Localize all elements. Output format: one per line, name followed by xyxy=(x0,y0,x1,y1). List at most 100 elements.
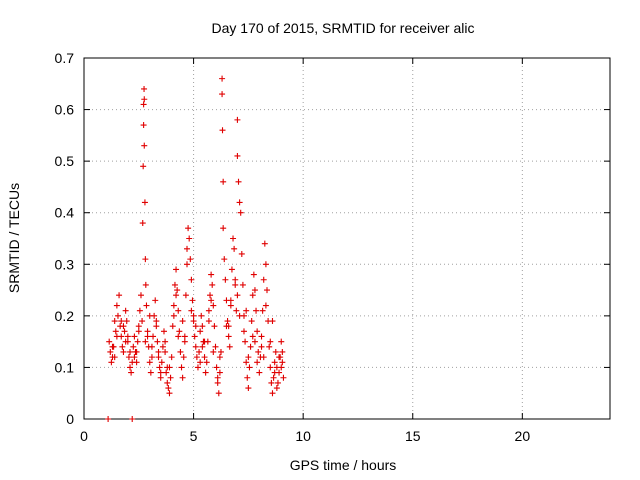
data-point xyxy=(269,318,276,325)
data-point xyxy=(222,276,229,283)
data-point xyxy=(214,379,221,386)
data-point xyxy=(244,374,251,381)
data-point xyxy=(191,333,198,340)
data-point xyxy=(142,338,149,345)
data-point xyxy=(124,333,131,340)
data-point xyxy=(158,359,165,366)
data-point xyxy=(160,328,167,335)
data-point xyxy=(156,364,163,371)
data-point xyxy=(194,364,201,371)
data-point xyxy=(181,338,188,345)
data-point xyxy=(259,307,266,314)
data-point xyxy=(243,359,250,366)
data-point xyxy=(120,323,127,330)
data-point xyxy=(258,343,265,350)
data-point xyxy=(220,225,227,232)
data-point xyxy=(260,276,267,283)
data-point xyxy=(141,199,148,206)
data-point xyxy=(280,374,287,381)
data-point xyxy=(155,348,162,355)
data-point xyxy=(210,348,217,355)
data-point xyxy=(268,379,275,386)
data-point xyxy=(246,364,253,371)
data-point xyxy=(278,338,285,345)
data-point xyxy=(227,297,234,304)
data-point xyxy=(245,354,252,361)
data-point xyxy=(209,281,216,288)
data-point xyxy=(141,96,148,103)
data-point xyxy=(112,328,119,335)
data-point xyxy=(120,348,127,355)
data-point xyxy=(129,416,136,422)
data-point xyxy=(249,292,256,299)
data-point xyxy=(240,328,247,335)
data-point xyxy=(133,359,140,366)
data-point xyxy=(184,261,191,268)
data-point xyxy=(173,266,180,273)
data-point xyxy=(128,369,135,376)
data-point xyxy=(111,354,118,361)
data-point xyxy=(176,328,183,335)
data-point xyxy=(177,348,184,355)
data-point xyxy=(188,307,195,314)
data-point xyxy=(271,359,278,366)
data-point xyxy=(116,292,123,299)
data-point xyxy=(239,281,246,288)
x-tick-label: 15 xyxy=(405,428,421,444)
data-point xyxy=(111,318,118,325)
data-point xyxy=(233,307,240,314)
data-point xyxy=(113,302,120,309)
data-point xyxy=(212,343,219,350)
data-point xyxy=(189,297,196,304)
data-point xyxy=(180,354,187,361)
data-point xyxy=(105,416,112,422)
data-point xyxy=(185,225,192,232)
data-point xyxy=(140,101,147,108)
data-point xyxy=(107,348,114,355)
data-point xyxy=(142,281,149,288)
data-point xyxy=(201,338,208,345)
data-point xyxy=(179,318,186,325)
data-point xyxy=(137,292,144,299)
x-axis-label: GPS time / hours xyxy=(290,457,397,473)
data-point xyxy=(219,127,226,134)
data-point xyxy=(152,297,159,304)
data-point xyxy=(164,364,171,371)
data-point xyxy=(205,307,212,314)
data-point xyxy=(122,307,129,314)
data-point xyxy=(150,333,157,340)
data-point xyxy=(163,369,170,376)
data-points xyxy=(105,75,287,422)
data-point xyxy=(253,307,260,314)
data-point xyxy=(130,343,137,350)
data-point xyxy=(175,333,182,340)
data-point xyxy=(279,348,286,355)
data-point xyxy=(187,256,194,263)
data-point xyxy=(159,343,166,350)
data-point xyxy=(267,364,274,371)
data-point xyxy=(224,318,231,325)
data-point xyxy=(193,354,200,361)
data-point xyxy=(168,354,175,361)
data-point xyxy=(234,116,241,123)
data-point xyxy=(125,354,132,361)
data-point xyxy=(205,318,212,325)
data-point xyxy=(134,338,141,345)
data-point xyxy=(271,369,278,376)
data-point xyxy=(217,348,224,355)
data-point xyxy=(249,333,256,340)
data-point xyxy=(237,209,244,216)
data-point xyxy=(219,75,226,82)
data-point xyxy=(231,245,238,252)
data-point xyxy=(266,343,273,350)
data-point xyxy=(181,333,188,340)
data-point xyxy=(182,292,189,299)
data-point xyxy=(153,323,160,330)
data-point xyxy=(175,307,182,314)
data-point xyxy=(243,307,250,314)
data-point xyxy=(261,240,268,247)
data-point xyxy=(207,292,214,299)
data-point xyxy=(232,276,239,283)
x-tick-label: 5 xyxy=(190,428,198,444)
data-point xyxy=(278,364,285,371)
